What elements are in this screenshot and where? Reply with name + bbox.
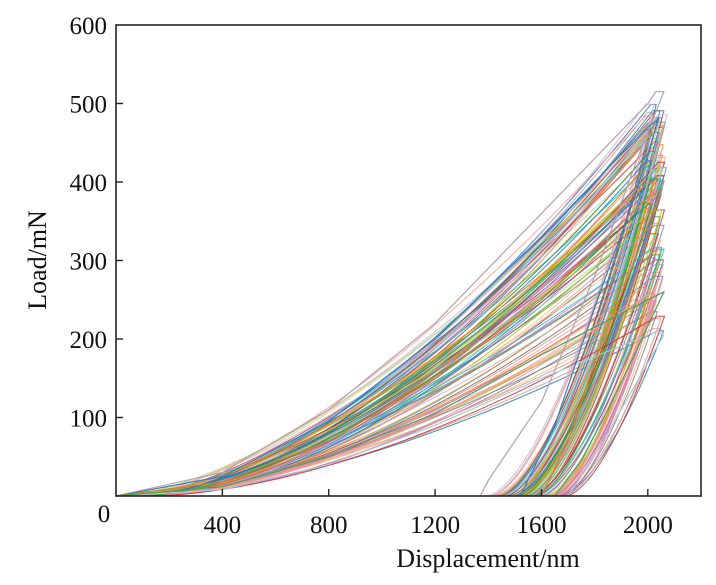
indentation-curve <box>141 203 653 497</box>
series-lower-envelope <box>115 330 665 497</box>
y-tick-label: 200 <box>70 327 108 354</box>
indentation-curve <box>144 114 668 497</box>
indentation-curve <box>127 160 653 497</box>
indentation-curve <box>121 129 662 497</box>
x-tick-label: 2000 <box>623 512 673 539</box>
y-tick-label: 600 <box>70 13 108 40</box>
origin-label: 0 <box>98 501 111 528</box>
indentation-curve <box>147 166 664 497</box>
indentation-curve <box>133 115 654 497</box>
series-typical-mid <box>115 188 663 497</box>
y-tick-label: 300 <box>70 249 108 276</box>
indentation-curve <box>125 259 665 497</box>
x-tick-label: 800 <box>310 512 348 539</box>
series-typical-low <box>115 290 666 497</box>
y-tick-label: 500 <box>70 92 108 119</box>
x-tick-label: 1600 <box>516 512 566 539</box>
axis-ticks <box>116 102 649 496</box>
tick-labels: 400 800 1200 1600 2000 100 200 300 400 500 600 0 <box>70 13 673 539</box>
indentation-curve <box>135 121 667 497</box>
indentation-curve <box>145 289 657 497</box>
x-axis-title: Displacement/nm <box>396 544 579 573</box>
x-tick-label: 400 <box>204 512 242 539</box>
indentation-curve <box>136 222 661 497</box>
indentation-curves <box>115 91 668 497</box>
y-tick-label: 400 <box>70 170 108 197</box>
indentation-curve <box>149 315 666 497</box>
indentation-curve <box>137 182 654 497</box>
indentation-curve <box>135 257 656 497</box>
indentation-curve <box>141 294 657 497</box>
indentation-curve <box>146 181 658 497</box>
y-tick-label: 100 <box>70 406 108 433</box>
series-typical-high <box>115 117 660 497</box>
y-axis-title: Load/mN <box>23 210 52 310</box>
x-tick-label: 1200 <box>410 512 460 539</box>
indentation-curve <box>145 161 666 497</box>
indentation-curve <box>140 129 652 497</box>
series-upper-envelope <box>115 91 665 497</box>
